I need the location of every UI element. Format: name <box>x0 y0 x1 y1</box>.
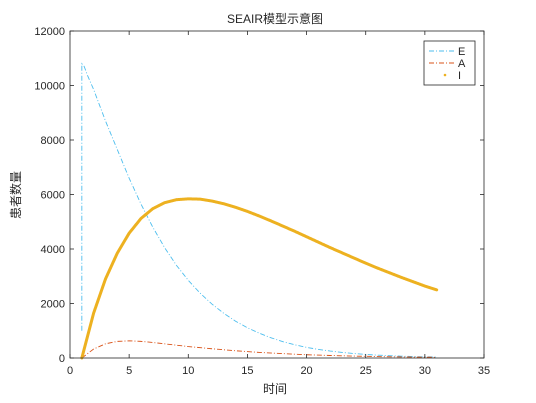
x-tick-label: 30 <box>419 365 431 377</box>
legend-label-e: E <box>458 46 465 58</box>
x-tick-label: 20 <box>300 365 312 377</box>
x-tick-label: 35 <box>478 365 490 377</box>
plot-area <box>80 62 439 360</box>
y-tick-label: 12000 <box>34 26 65 38</box>
y-axis-label: 患者数量 <box>8 171 23 219</box>
x-tick-label: 0 <box>67 365 73 377</box>
x-tick-label: 15 <box>241 365 253 377</box>
legend-swatch-i <box>443 73 447 77</box>
series-a-line <box>81 340 437 359</box>
y-tick-label: 8000 <box>41 135 65 147</box>
y-tick-label: 2000 <box>41 299 65 311</box>
chart-title: SEAIR模型示意图 <box>227 11 323 26</box>
y-tick-label: 0 <box>59 353 65 365</box>
x-tick-label: 5 <box>126 365 132 377</box>
series-e-line <box>81 62 437 358</box>
x-tick-label: 25 <box>360 365 372 377</box>
x-tick-label: 10 <box>182 365 194 377</box>
axes: 0 5 10 15 20 25 30 35 0 2000 4000 6000 8000 10000 1200… <box>34 26 490 377</box>
y-tick-label: 10000 <box>34 81 65 93</box>
legend: EAI <box>423 40 476 86</box>
legend-label-a: A <box>458 58 466 70</box>
y-tick-label: 6000 <box>41 190 65 202</box>
series-i-line <box>80 197 439 360</box>
legend-label-i: I <box>458 70 461 82</box>
x-axis-label: 时间 <box>263 382 287 396</box>
y-tick-label: 4000 <box>41 244 65 256</box>
